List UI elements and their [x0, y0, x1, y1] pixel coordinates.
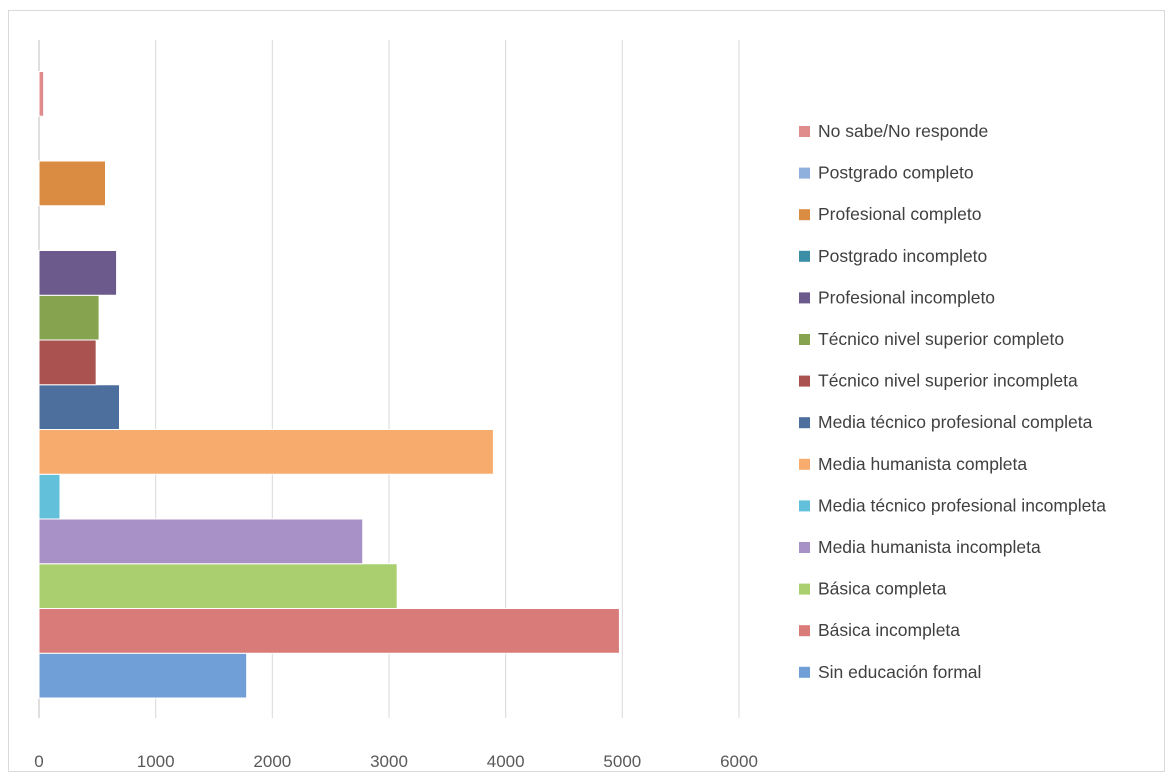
- legend-item: No sabe/No responde: [799, 121, 988, 141]
- legend-label: Básica completa: [818, 579, 947, 599]
- legend-swatch: [799, 500, 810, 512]
- x-tick-label: 6000: [720, 752, 758, 771]
- legend-item: Media humanista completa: [799, 454, 1027, 474]
- bar: [38, 473, 61, 520]
- bar: [38, 608, 620, 654]
- legend-label: Sin educación formal: [818, 662, 981, 682]
- legend-label: Postgrado incompleto: [818, 246, 987, 266]
- legend-swatch: [799, 458, 810, 470]
- bar: [38, 652, 248, 699]
- legend-label: Media técnico profesional completa: [818, 412, 1093, 432]
- legend-label: Media humanista completa: [818, 454, 1027, 474]
- bar: [38, 160, 106, 207]
- legend-label: Básica incompleta: [818, 620, 960, 640]
- legend-label: No sabe/No responde: [818, 121, 988, 141]
- legend-item: Sin educación formal: [799, 662, 981, 682]
- legend-swatch: [799, 666, 810, 678]
- legend-swatch: [799, 250, 810, 262]
- legend-swatch: [799, 167, 810, 179]
- legend-swatch: [799, 292, 810, 304]
- legend-item: Básica completa: [799, 579, 947, 599]
- legend-label: Postgrado completo: [818, 163, 974, 183]
- bars: [38, 71, 620, 699]
- x-tick-label: 2000: [253, 752, 291, 771]
- legend-swatch: [799, 126, 810, 137]
- legend-item: Media técnico profesional completa: [799, 412, 1093, 432]
- legend-item: Media humanista incompleta: [799, 537, 1041, 557]
- legend-item: Media técnico profesional incompleta: [799, 495, 1106, 515]
- legend-item: Técnico nivel superior incompleta: [799, 371, 1078, 391]
- bar: [38, 339, 97, 386]
- x-tick-label: 4000: [487, 752, 525, 771]
- legend-item: Postgrado incompleto: [799, 246, 987, 266]
- x-tick-label: 5000: [603, 752, 641, 771]
- bar: [38, 71, 45, 117]
- legend-label: Media técnico profesional incompleta: [818, 495, 1106, 515]
- bar: [38, 294, 100, 341]
- x-axis-ticks: 0 1000 2000 3000 4000 5000 6000: [34, 752, 758, 771]
- legend-item: Técnico nivel superior completo: [799, 329, 1064, 349]
- legend-swatch: [799, 625, 810, 637]
- bar: [38, 384, 120, 430]
- legend: No sabe/No responde Postgrado completo Pro…: [799, 121, 1106, 682]
- legend-label: Técnico nivel superior incompleta: [818, 371, 1078, 391]
- x-tick-label: 0: [34, 752, 43, 771]
- legend-label: Profesional completo: [818, 204, 981, 224]
- bar: [38, 563, 398, 609]
- bar: [38, 429, 494, 475]
- legend-label: Profesional incompleto: [818, 287, 995, 307]
- legend-swatch: [799, 334, 810, 345]
- legend-swatch: [799, 209, 810, 221]
- legend-swatch: [799, 542, 810, 553]
- legend-item: Postgrado completo: [799, 163, 974, 183]
- legend-item: Básica incompleta: [799, 620, 960, 640]
- bar: [38, 250, 118, 296]
- legend-item: Profesional completo: [799, 204, 981, 224]
- legend-label: Media humanista incompleta: [818, 537, 1041, 557]
- x-tick-label: 3000: [370, 752, 408, 771]
- legend-label: Técnico nivel superior completo: [818, 329, 1064, 349]
- bar: [38, 518, 364, 565]
- legend-swatch: [799, 417, 810, 429]
- x-tick-label: 1000: [137, 752, 175, 771]
- legend-swatch: [799, 583, 810, 595]
- legend-item: Profesional incompleto: [799, 287, 995, 307]
- legend-swatch: [799, 375, 810, 387]
